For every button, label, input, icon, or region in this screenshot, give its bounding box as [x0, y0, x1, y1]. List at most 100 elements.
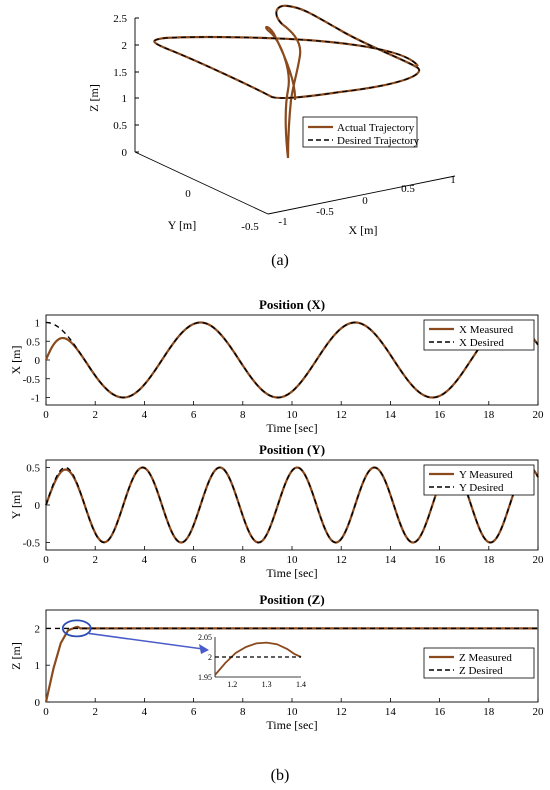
legend-a: Actual Trajectory Desired Trajectory — [302, 116, 420, 148]
x-tick-label: 20 — [533, 706, 545, 718]
y-tick-label: -0.5 — [241, 221, 259, 233]
x-tick-label: 0 — [362, 195, 368, 207]
x-axis-label: Time [sec] — [266, 421, 317, 435]
y-tick-label: 1 — [35, 318, 41, 330]
x-tick-label: 14 — [385, 409, 397, 421]
legend-desired-label: Desired Trajectory — [337, 135, 420, 147]
x-tick-label: 8 — [240, 409, 246, 421]
y-axis-line — [134, 151, 269, 215]
y-tick-label: -1 — [31, 393, 40, 405]
legend-desired-label: Y Desired — [459, 482, 504, 494]
y-tick-label: -0.5 — [23, 374, 41, 386]
legend-box — [423, 319, 535, 351]
legend-box — [423, 647, 535, 679]
y-tick-label: 0 — [35, 355, 41, 367]
y-tick-label: 1 — [35, 660, 41, 672]
z-tick-label: 2 — [122, 40, 128, 52]
zoom-inset: 1.2 1.3 1.4 2.05 2 1.95 — [198, 633, 306, 689]
x-tick-label: 18 — [483, 706, 495, 718]
inset-x-tick-label: 1.3 — [262, 680, 272, 689]
x-tick-label: 2 — [92, 706, 98, 718]
y-axis-label: Z [m] — [9, 642, 23, 670]
x-tick-label: 0 — [43, 554, 49, 566]
x-tick-label: 12 — [336, 554, 347, 566]
x-tick-label: 2 — [92, 554, 98, 566]
zoom-ellipse — [61, 619, 92, 638]
x-tick-label: 0.5 — [401, 183, 415, 195]
caption-b: (b) — [271, 767, 290, 784]
z-tick-label: 1.5 — [113, 67, 127, 79]
x-tick-label: 6 — [191, 409, 197, 421]
y-axis-label: X [m] — [9, 346, 23, 375]
chart-title: Position (Y) — [259, 442, 325, 457]
inset-y-tick-label: 2.05 — [198, 633, 212, 642]
z-tick-label: 0 — [122, 147, 128, 159]
inset-x-tick-label: 1.2 — [227, 680, 237, 689]
legend-measured-label: X Measured — [459, 324, 514, 336]
x-tick-label: -0.5 — [316, 206, 334, 218]
x-tick-label: 20 — [533, 554, 545, 566]
x-tick-label: 4 — [142, 409, 148, 421]
desired-trajectory-line — [153, 5, 420, 99]
plot-position-x: Position (X) 0 2 4 6 8 10 12 14 16 18 20 1 0.5 0 -0.5 -1… — [9, 297, 544, 435]
plot-position-y: Position (Y)0 2 4 6 8 10 12 14 16 18 200.50-0.5Tim… — [9, 442, 544, 580]
legend-desired-label: X Desired — [459, 337, 504, 349]
x-tick-label: 14 — [385, 706, 397, 718]
chart-title: Position (X) — [259, 297, 325, 312]
zoom-arrow-line — [88, 632, 204, 650]
inset-x-tick-label: 1.4 — [296, 680, 306, 689]
x-tick-label: 2 — [92, 409, 98, 421]
x-tick-label: 6 — [191, 554, 197, 566]
inset-y-tick-label: 2 — [208, 653, 212, 662]
inset-y-tick-label: 1.95 — [198, 673, 212, 682]
legend-actual-label: Actual Trajectory — [337, 122, 415, 134]
z-tick-label: 0.5 — [113, 120, 127, 132]
x-tick-label: 16 — [434, 409, 446, 421]
x-axis-label: X [m] — [349, 223, 378, 237]
zoom-arrow-head — [199, 644, 209, 654]
y-axis-label: Y [m] — [9, 491, 23, 520]
x-tick-label: 1 — [450, 174, 456, 186]
x-tick-label: -1 — [278, 216, 287, 228]
y-tick-label: -0.5 — [23, 538, 41, 550]
x-tick-label: 8 — [240, 554, 246, 566]
x-tick-label: 12 — [336, 706, 347, 718]
x-tick-label: 12 — [336, 409, 347, 421]
x-axis-label: Time [sec] — [266, 566, 317, 580]
x-tick-label: 4 — [142, 706, 148, 718]
desired-series-line — [45, 321, 539, 399]
legend-desired-label: Z Desired — [459, 665, 503, 677]
x-tick-label: 10 — [287, 409, 299, 421]
z-tick-label: 2.5 — [113, 13, 127, 25]
x-tick-label: 16 — [434, 554, 446, 566]
legend-box — [423, 464, 535, 496]
y-tick-label: 2 — [35, 623, 41, 635]
legend-measured-label: Y Measured — [459, 469, 513, 481]
x-axis-label: Time [sec] — [266, 718, 317, 732]
y-tick-label: 0 — [35, 697, 41, 709]
x-tick-label: 8 — [240, 706, 246, 718]
x-tick-label: 10 — [287, 706, 299, 718]
y-tick-label: 0 — [185, 188, 191, 200]
x-tick-label: 10 — [287, 554, 299, 566]
z-tick-label: 1 — [122, 93, 128, 105]
y-tick-label: 0 — [35, 500, 41, 512]
legend-measured-label: Z Measured — [459, 652, 512, 664]
chart-title: Position (Z) — [259, 592, 324, 607]
x-tick-label: 0 — [43, 409, 49, 421]
x-tick-label: 0 — [43, 706, 49, 718]
x-axis-line — [267, 175, 456, 215]
inset-measured-line — [214, 641, 302, 676]
z-axis-label: Z [m] — [87, 84, 101, 112]
x-tick-label: 4 — [142, 554, 148, 566]
x-tick-label: 6 — [191, 706, 197, 718]
panel-a-3d-plot: 2.5 2 1.5 1 0.5 0 0 -0.5 1 0.5 0 -0.5 -1… — [87, 4, 456, 269]
y-axis-label: Y [m] — [168, 218, 197, 232]
x-tick-label: 14 — [385, 554, 397, 566]
caption-a: (a) — [271, 252, 289, 269]
z-ticks: 2.5 2 1.5 1 0.5 0 — [113, 13, 139, 159]
